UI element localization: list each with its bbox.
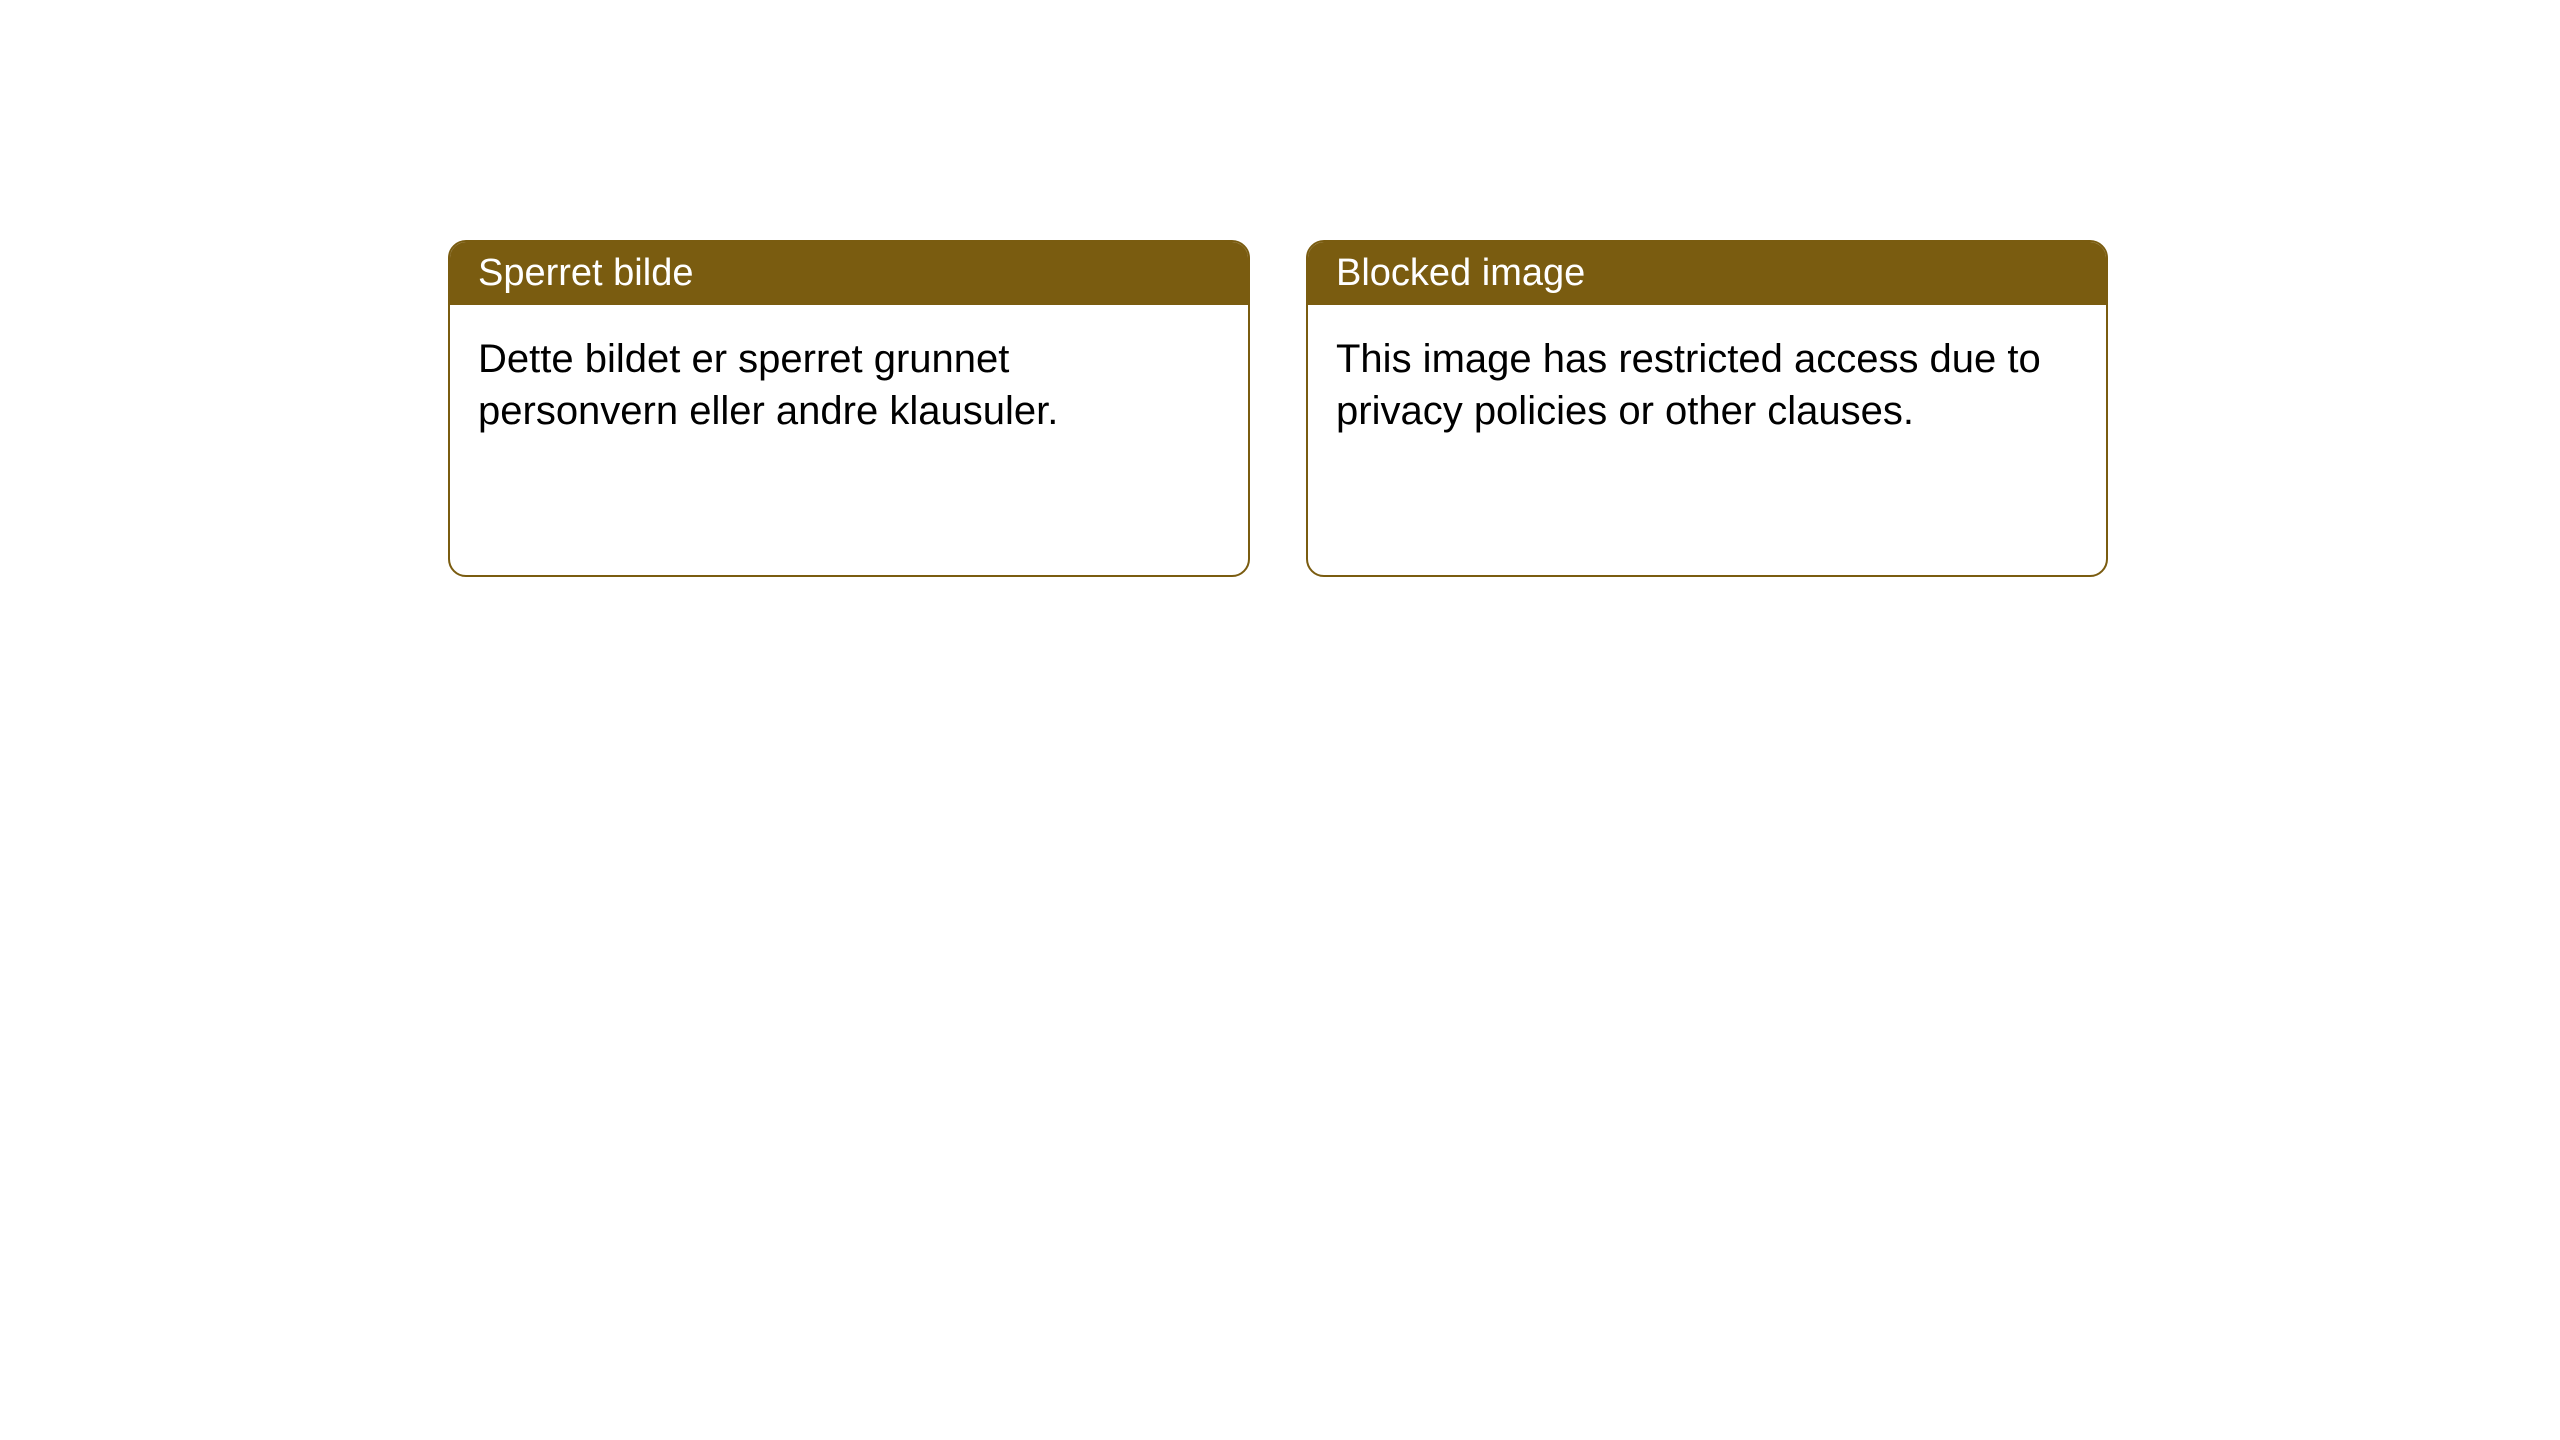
notice-container: Sperret bilde Dette bildet er sperret gr… (0, 0, 2560, 577)
notice-card-title: Blocked image (1336, 252, 1585, 294)
notice-card-norwegian: Sperret bilde Dette bildet er sperret gr… (448, 240, 1250, 577)
notice-card-body: This image has restricted access due to … (1308, 305, 2106, 575)
notice-card-text: This image has restricted access due to … (1336, 337, 2041, 433)
notice-card-body: Dette bildet er sperret grunnet personve… (450, 305, 1248, 575)
notice-card-header: Sperret bilde (450, 242, 1248, 305)
notice-card-text: Dette bildet er sperret grunnet personve… (478, 337, 1058, 433)
notice-card-title: Sperret bilde (478, 252, 693, 294)
notice-card-english: Blocked image This image has restricted … (1306, 240, 2108, 577)
notice-card-header: Blocked image (1308, 242, 2106, 305)
